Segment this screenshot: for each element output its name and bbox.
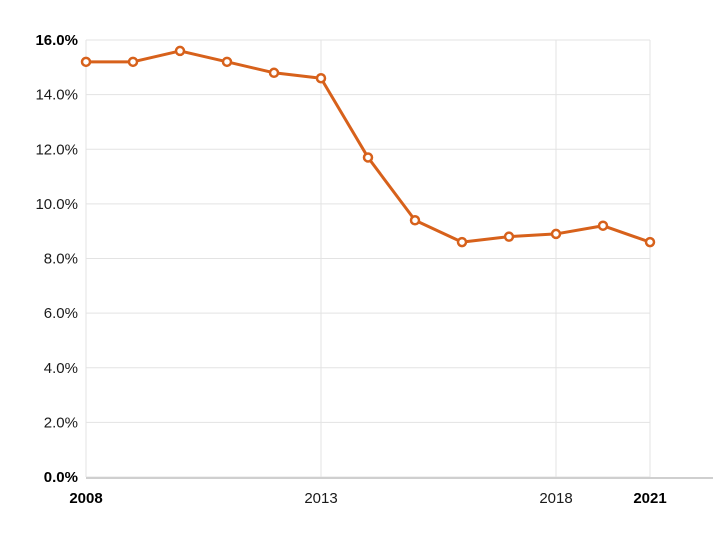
y-tick-label: 0.0% [44,469,78,486]
x-tick-label: 2021 [633,490,666,507]
data-point-marker [268,67,280,79]
series-line [84,49,652,244]
data-point-marker [221,56,233,68]
y-tick-label: 8.0% [44,251,78,268]
data-point-marker [174,45,186,57]
y-tick-label: 10.0% [35,196,78,213]
y-tick-label: 16.0% [35,32,78,49]
data-point-marker [127,56,139,68]
x-tick-label: 2013 [304,490,337,507]
data-point-marker [597,220,609,231]
data-point-marker [550,228,562,240]
y-tick-label: 4.0% [44,360,78,377]
y-tick-label: 2.0% [44,414,78,431]
data-point-marker [644,236,656,248]
data-point-marker [409,215,421,226]
data-point-marker [362,152,374,163]
x-tick-label: 2018 [539,490,572,507]
data-point-marker [315,72,327,84]
data-point-marker [456,236,468,248]
data-point-marker [80,56,92,68]
y-tick-label: 6.0% [44,305,78,322]
y-tick-label: 12.0% [35,141,78,158]
y-tick-label: 14.0% [35,87,78,104]
data-point-marker [503,231,515,242]
x-tick-label: 2008 [69,490,102,507]
